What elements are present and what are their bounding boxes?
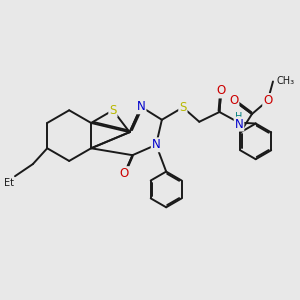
Text: H: H: [235, 112, 242, 122]
Text: N: N: [137, 100, 146, 113]
Text: O: O: [229, 94, 239, 107]
Text: CH₃: CH₃: [276, 76, 295, 86]
Text: N: N: [152, 138, 161, 151]
Text: O: O: [263, 94, 272, 107]
Text: O: O: [217, 85, 226, 98]
Text: O: O: [120, 167, 129, 180]
Text: S: S: [109, 104, 117, 117]
Text: S: S: [179, 101, 187, 114]
Text: Et: Et: [4, 178, 14, 188]
Text: N: N: [235, 118, 243, 130]
